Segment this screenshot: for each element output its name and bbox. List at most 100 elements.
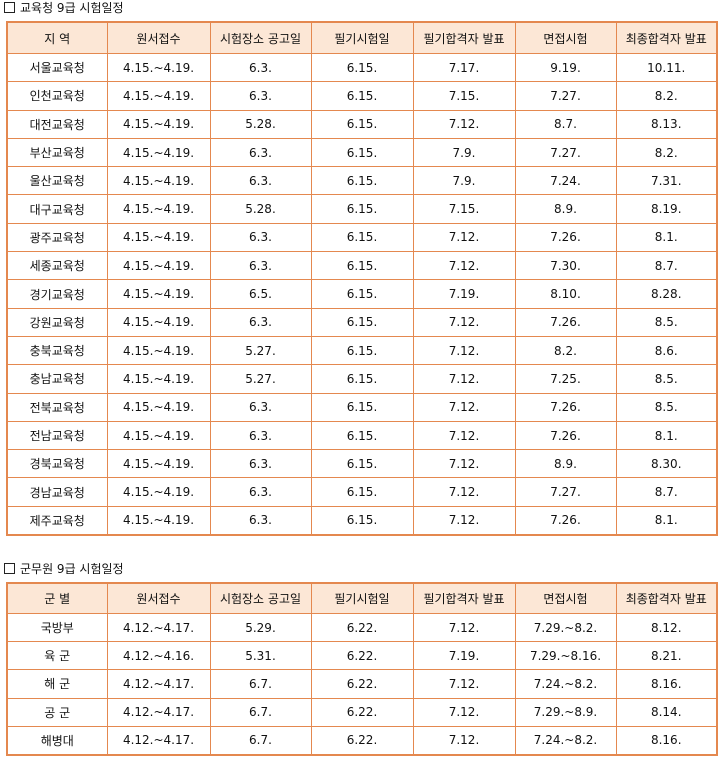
table-row: 울산교육청 4.15.~4.19. 6.3. 6.15. 7.9. 7.24. 7.31. bbox=[6, 166, 718, 196]
table-row: 해 군 4.12.~4.17. 6.7. 6.22. 7.12. 7.24.~8.2. 8.… bbox=[6, 669, 718, 699]
table-row: 부산교육청 4.15.~4.19. 6.3. 6.15. 7.9. 7.27. 8.2. bbox=[6, 137, 718, 168]
table-cell: 8.2. bbox=[615, 137, 718, 168]
table-cell: 5.27. bbox=[209, 335, 312, 366]
table-cell: 7.12. bbox=[412, 477, 516, 507]
table-cell: 6.22. bbox=[310, 725, 414, 756]
table-cell: 7.26. bbox=[514, 307, 617, 337]
table-row: 서울교육청 4.15.~4.19. 6.3. 6.15. 7.17. 9.19. 10.11… bbox=[6, 52, 718, 83]
table-cell: 6.15. bbox=[310, 137, 414, 168]
table-cell: 8.5. bbox=[615, 364, 718, 394]
table-cell: 7.9. bbox=[412, 137, 516, 168]
mil-schedule-table: 군 별 원서접수 시험장소 공고일 필기시험일 필기합격자 발표 면접시험 최종합격자 발표… bbox=[6, 582, 718, 756]
table-cell: 4.15.~4.19. bbox=[106, 222, 211, 253]
table-cell: 7.26. bbox=[514, 222, 617, 253]
table-cell: 8.1. bbox=[615, 222, 718, 253]
row-label-cell: 울산교육청 bbox=[6, 166, 108, 196]
table-row: 대전교육청 4.15.~4.19. 5.28. 6.15. 7.12. 8.7. 8.13. bbox=[6, 109, 718, 139]
table-row: 경북교육청 4.15.~4.19. 6.3. 6.15. 7.12. 8.9. 8.30. bbox=[6, 449, 718, 479]
table-cell: 6.3. bbox=[209, 81, 312, 111]
table-cell: 4.15.~4.19. bbox=[106, 335, 211, 366]
table-cell: 7.12. bbox=[412, 251, 516, 281]
table-cell: 6.15. bbox=[310, 279, 414, 309]
table-cell: 8.5. bbox=[615, 307, 718, 337]
column-header: 필기시험일 bbox=[310, 582, 414, 614]
table-cell: 4.15.~4.19. bbox=[106, 364, 211, 394]
table-cell: 6.3. bbox=[209, 420, 312, 451]
table-cell: 4.15.~4.19. bbox=[106, 279, 211, 309]
row-label-cell: 해 군 bbox=[6, 669, 108, 699]
table-cell: 4.12.~4.17. bbox=[106, 612, 211, 643]
column-header: 원서접수 bbox=[106, 21, 211, 54]
table-cell: 6.3. bbox=[209, 392, 312, 422]
row-label-cell: 세종교육청 bbox=[6, 251, 108, 281]
table-cell: 7.12. bbox=[412, 669, 516, 699]
column-header: 필기합격자 발표 bbox=[412, 21, 516, 54]
table-cell: 7.26. bbox=[514, 392, 617, 422]
column-header: 최종합격자 발표 bbox=[615, 582, 718, 614]
table-cell: 7.12. bbox=[412, 449, 516, 479]
table-row: 인천교육청 4.15.~4.19. 6.3. 6.15. 7.15. 7.27. 8.2. bbox=[6, 81, 718, 111]
table-cell: 7.27. bbox=[514, 477, 617, 507]
table-cell: 7.15. bbox=[412, 81, 516, 111]
table-row: 충남교육청 4.15.~4.19. 5.27. 6.15. 7.12. 7.25. 8.5. bbox=[6, 364, 718, 394]
table-cell: 7.24. bbox=[514, 166, 617, 196]
table-row: 육 군 4.12.~4.16. 5.31. 6.22. 7.19. 7.29.~8.16.… bbox=[6, 641, 718, 671]
table-cell: 6.5. bbox=[209, 279, 312, 309]
table-cell: 8.19. bbox=[615, 194, 718, 224]
table-cell: 7.12. bbox=[412, 392, 516, 422]
table-cell: 8.6. bbox=[615, 335, 718, 366]
table-cell: 4.15.~4.19. bbox=[106, 109, 211, 139]
row-label-cell: 강원교육청 bbox=[6, 307, 108, 337]
table-cell: 4.15.~4.19. bbox=[106, 81, 211, 111]
table-cell: 4.15.~4.19. bbox=[106, 505, 211, 536]
table-row: 경기교육청 4.15.~4.19. 6.5. 6.15. 7.19. 8.10. 8.28. bbox=[6, 279, 718, 309]
row-label-cell: 광주교육청 bbox=[6, 222, 108, 253]
table-cell: 4.15.~4.19. bbox=[106, 449, 211, 479]
table-row: 전남교육청 4.15.~4.19. 6.3. 6.15. 7.12. 7.26. 8.1. bbox=[6, 420, 718, 451]
table-cell: 4.15.~4.19. bbox=[106, 477, 211, 507]
table-cell: 7.17. bbox=[412, 52, 516, 83]
table-cell: 4.12.~4.17. bbox=[106, 725, 211, 756]
table-cell: 8.7. bbox=[615, 251, 718, 281]
row-label-cell: 대구교육청 bbox=[6, 194, 108, 224]
table-cell: 8.1. bbox=[615, 505, 718, 536]
table-cell: 7.26. bbox=[514, 420, 617, 451]
table-cell: 8.16. bbox=[615, 725, 718, 756]
table-cell: 6.3. bbox=[209, 222, 312, 253]
table-cell: 8.2. bbox=[615, 81, 718, 111]
table-cell: 8.9. bbox=[514, 449, 617, 479]
table-cell: 7.19. bbox=[412, 279, 516, 309]
row-label-cell: 경기교육청 bbox=[6, 279, 108, 309]
row-label-cell: 인천교육청 bbox=[6, 81, 108, 111]
column-header: 군 별 bbox=[6, 582, 108, 614]
table-cell: 6.7. bbox=[209, 697, 312, 727]
table-cell: 7.12. bbox=[412, 505, 516, 536]
column-header: 원서접수 bbox=[106, 582, 211, 614]
table-cell: 4.15.~4.19. bbox=[106, 52, 211, 83]
table-cell: 8.21. bbox=[615, 641, 718, 671]
row-label-cell: 제주교육청 bbox=[6, 505, 108, 536]
table-cell: 6.15. bbox=[310, 81, 414, 111]
table-cell: 8.14. bbox=[615, 697, 718, 727]
table-cell: 5.27. bbox=[209, 364, 312, 394]
table-cell: 6.15. bbox=[310, 52, 414, 83]
table-cell: 6.15. bbox=[310, 364, 414, 394]
row-label-cell: 대전교육청 bbox=[6, 109, 108, 139]
table-row: 세종교육청 4.15.~4.19. 6.3. 6.15. 7.12. 7.30. 8.7. bbox=[6, 251, 718, 281]
table-cell: 5.28. bbox=[209, 109, 312, 139]
table-cell: 7.24.~8.2. bbox=[514, 669, 617, 699]
table-cell: 6.3. bbox=[209, 505, 312, 536]
table-cell: 8.12. bbox=[615, 612, 718, 643]
table-cell: 4.15.~4.19. bbox=[106, 307, 211, 337]
table-cell: 6.15. bbox=[310, 166, 414, 196]
row-label-cell: 서울교육청 bbox=[6, 52, 108, 83]
table-cell: 6.3. bbox=[209, 307, 312, 337]
table-cell: 6.15. bbox=[310, 420, 414, 451]
table-cell: 8.30. bbox=[615, 449, 718, 479]
edu-schedule-table: 지 역 원서접수 시험장소 공고일 필기시험일 필기합격자 발표 면접시험 최종합격자 발표… bbox=[6, 21, 718, 537]
table-cell: 6.22. bbox=[310, 612, 414, 643]
table-cell: 7.15. bbox=[412, 194, 516, 224]
row-label-cell: 충남교육청 bbox=[6, 364, 108, 394]
table-cell: 7.30. bbox=[514, 251, 617, 281]
table-cell: 6.15. bbox=[310, 307, 414, 337]
